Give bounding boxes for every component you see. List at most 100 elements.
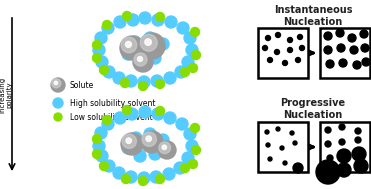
Circle shape [121, 133, 143, 155]
Text: High solubility solvent: High solubility solvent [70, 98, 155, 108]
Circle shape [181, 67, 190, 77]
Circle shape [96, 56, 108, 68]
Text: Progressive
Nucleation: Progressive Nucleation [280, 98, 345, 120]
Circle shape [138, 76, 150, 88]
Circle shape [152, 108, 164, 120]
Circle shape [157, 38, 169, 50]
Circle shape [92, 40, 102, 50]
Circle shape [114, 112, 126, 124]
Circle shape [138, 81, 148, 91]
Circle shape [113, 72, 125, 84]
Circle shape [102, 115, 112, 125]
Circle shape [175, 66, 187, 78]
Circle shape [122, 105, 131, 115]
Circle shape [140, 34, 157, 51]
Circle shape [53, 98, 63, 108]
Circle shape [129, 36, 141, 48]
Circle shape [298, 35, 302, 40]
Circle shape [283, 161, 287, 165]
Circle shape [92, 149, 102, 159]
Circle shape [188, 64, 197, 73]
Circle shape [96, 150, 108, 162]
Circle shape [122, 134, 137, 148]
Circle shape [102, 20, 112, 29]
Circle shape [144, 128, 156, 140]
Circle shape [145, 39, 151, 45]
Circle shape [362, 58, 370, 66]
Circle shape [155, 174, 164, 184]
Circle shape [339, 59, 347, 67]
Circle shape [265, 130, 269, 134]
Circle shape [121, 37, 137, 53]
Circle shape [99, 161, 108, 170]
Circle shape [144, 138, 152, 146]
Circle shape [126, 108, 138, 120]
Circle shape [348, 34, 356, 42]
Circle shape [95, 127, 107, 139]
Circle shape [146, 136, 151, 141]
Circle shape [165, 16, 177, 28]
Circle shape [133, 52, 153, 72]
Circle shape [103, 160, 115, 172]
Circle shape [158, 141, 176, 159]
Circle shape [130, 132, 142, 144]
Circle shape [93, 44, 105, 56]
Circle shape [176, 118, 188, 130]
Circle shape [293, 141, 297, 145]
Circle shape [163, 168, 175, 180]
Circle shape [149, 52, 161, 64]
Circle shape [138, 177, 148, 185]
Circle shape [149, 148, 161, 160]
Circle shape [155, 80, 164, 88]
Circle shape [141, 131, 163, 153]
Circle shape [122, 12, 131, 20]
Circle shape [95, 32, 107, 44]
Circle shape [127, 14, 139, 26]
Circle shape [190, 123, 200, 132]
Circle shape [177, 22, 189, 34]
Circle shape [134, 53, 147, 66]
Circle shape [275, 50, 279, 54]
Circle shape [158, 146, 167, 154]
Circle shape [350, 46, 358, 54]
Circle shape [268, 157, 272, 161]
Circle shape [336, 29, 344, 37]
FancyBboxPatch shape [258, 122, 308, 172]
Circle shape [337, 163, 351, 177]
Circle shape [125, 41, 131, 47]
Circle shape [293, 163, 303, 173]
Circle shape [267, 57, 273, 63]
Circle shape [139, 33, 165, 59]
Circle shape [360, 30, 368, 38]
Circle shape [361, 44, 369, 52]
Circle shape [139, 106, 151, 118]
Circle shape [52, 79, 61, 88]
Circle shape [324, 32, 332, 40]
Circle shape [182, 152, 194, 164]
Circle shape [139, 12, 151, 24]
Circle shape [134, 54, 146, 66]
Circle shape [138, 57, 142, 61]
Circle shape [54, 81, 58, 85]
FancyBboxPatch shape [258, 28, 308, 78]
Circle shape [54, 113, 62, 121]
Circle shape [186, 44, 198, 56]
Circle shape [190, 28, 200, 36]
Circle shape [182, 56, 194, 68]
Circle shape [155, 12, 164, 22]
Circle shape [102, 118, 114, 130]
Text: Solute: Solute [70, 81, 94, 90]
FancyBboxPatch shape [320, 122, 370, 172]
Circle shape [276, 33, 280, 37]
Circle shape [126, 138, 131, 143]
Circle shape [125, 75, 137, 87]
FancyBboxPatch shape [320, 28, 370, 78]
Circle shape [155, 106, 164, 115]
Circle shape [121, 174, 131, 184]
Circle shape [186, 140, 198, 152]
Circle shape [282, 60, 288, 66]
Circle shape [324, 46, 332, 54]
Circle shape [162, 145, 167, 149]
Text: Increasing
polarity: Increasing polarity [0, 76, 13, 113]
Circle shape [288, 37, 292, 43]
